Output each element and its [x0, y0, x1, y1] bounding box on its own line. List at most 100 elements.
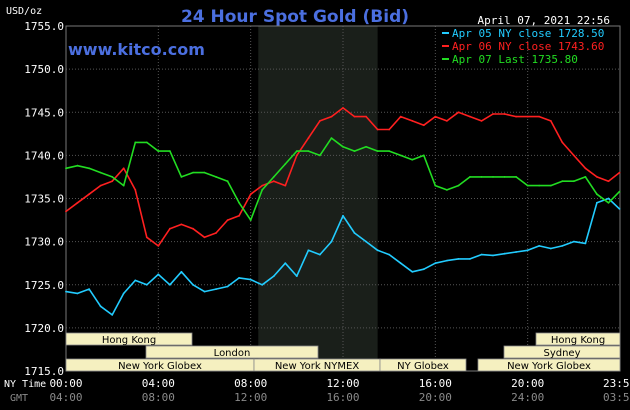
series-point-2	[319, 154, 321, 157]
series-point-1	[503, 113, 506, 115]
series-point-1	[446, 120, 448, 122]
series-point-0	[284, 262, 287, 265]
site-label: www.kitco.com	[68, 40, 205, 59]
series-point-2	[192, 171, 194, 174]
x-tick-label-ny: 20:00	[511, 377, 544, 390]
series-point-0	[469, 258, 471, 260]
series-point-2	[584, 176, 587, 178]
series-point-1	[365, 115, 367, 118]
series-point-2	[538, 184, 541, 187]
series-point-1	[76, 201, 79, 204]
series-point-1	[526, 115, 529, 118]
series-point-2	[422, 154, 425, 157]
series-point-0	[411, 270, 414, 273]
session-box	[145, 345, 319, 359]
x-tick-label-gmt: 03:59	[603, 391, 630, 404]
x-axis-ticks: 00:0004:0008:0012:0016:0020:0023:5904:00…	[49, 377, 630, 404]
session-label: Hong Kong	[102, 335, 156, 346]
series-point-2	[180, 176, 183, 178]
series-point-2	[169, 150, 171, 153]
series-point-1	[261, 184, 264, 187]
series-point-2	[215, 176, 217, 178]
x-tick-label-gmt: 24:00	[511, 391, 544, 404]
series-point-1	[538, 115, 541, 118]
series-point-0	[169, 283, 171, 286]
series-point-2	[365, 145, 367, 148]
series-point-2	[226, 180, 229, 183]
series-point-0	[526, 249, 529, 252]
series-point-1	[342, 107, 344, 109]
series-point-0	[192, 283, 194, 286]
series-point-2	[284, 163, 287, 165]
series-point-0	[319, 253, 321, 256]
series-point-1	[618, 171, 621, 174]
series-point-2	[434, 184, 437, 187]
chart-title: 24 Hour Spot Gold (Bid)	[181, 7, 409, 27]
series-point-1	[134, 189, 137, 191]
series-point-1	[515, 115, 517, 118]
series-point-0	[180, 270, 183, 273]
series-point-1	[549, 120, 552, 122]
series-point-1	[376, 128, 379, 131]
series-point-0	[272, 275, 275, 277]
series-point-0	[457, 258, 460, 260]
series-point-2	[526, 184, 529, 187]
series-point-2	[596, 193, 598, 196]
x-tick-label-ny: 08:00	[234, 377, 267, 390]
series-point-2	[157, 150, 160, 153]
series-point-2	[88, 167, 90, 170]
series-point-0	[434, 262, 437, 265]
series-point-0	[157, 273, 160, 276]
series-point-2	[561, 180, 564, 183]
session-boxes: Hong Kong London New York Globex New York N…	[65, 332, 621, 372]
session-box	[65, 332, 193, 346]
series-point-2	[607, 201, 610, 204]
series-point-1	[65, 210, 67, 213]
session-label: London	[214, 348, 251, 359]
series-point-2	[238, 201, 241, 204]
series-point-1	[180, 223, 183, 226]
series-point-0	[111, 314, 114, 316]
series-point-0	[134, 279, 137, 282]
series-point-0	[145, 283, 148, 286]
series-point-0	[422, 268, 425, 271]
y-tick-label: 1715.0	[24, 365, 64, 378]
series-point-2	[330, 137, 333, 140]
series-point-1	[434, 115, 437, 118]
x-tick-label-ny: 12:00	[326, 377, 359, 390]
unit-label: USD/oz	[6, 6, 42, 17]
series-point-0	[226, 285, 229, 288]
series-point-0	[365, 240, 367, 243]
series-point-2	[411, 158, 414, 161]
series-point-0	[480, 253, 483, 256]
series-point-0	[584, 242, 587, 245]
series-point-2	[457, 184, 460, 187]
series-point-2	[399, 154, 402, 157]
x-axis-ny-time-label: NY Time	[4, 379, 46, 390]
series-point-2	[353, 150, 356, 153]
series-point-2	[145, 141, 148, 144]
y-tick-label: 1725.0	[24, 279, 64, 292]
series-point-1	[122, 167, 125, 170]
series-point-1	[226, 219, 229, 222]
y-tick-label: 1740.0	[24, 149, 64, 162]
x-tick-label-gmt: 20:00	[419, 391, 452, 404]
series-point-0	[503, 252, 506, 255]
series-point-1	[469, 115, 471, 118]
series-point-2	[65, 167, 67, 170]
series-point-0	[492, 254, 494, 257]
series-point-2	[122, 184, 125, 187]
x-tick-label-ny: 00:00	[49, 377, 82, 390]
series-point-1	[145, 236, 148, 239]
series-point-1	[584, 167, 587, 170]
legend-entry: Apr 05 NY close 1728.50	[452, 27, 604, 40]
series-point-1	[169, 227, 171, 230]
series-point-0	[572, 240, 575, 243]
series-point-2	[295, 150, 298, 153]
series-point-2	[203, 171, 206, 174]
series-lines	[65, 107, 621, 316]
series-point-0	[596, 201, 598, 204]
series-point-2	[272, 176, 275, 178]
series-point-2	[99, 171, 102, 174]
series-point-0	[607, 197, 610, 200]
